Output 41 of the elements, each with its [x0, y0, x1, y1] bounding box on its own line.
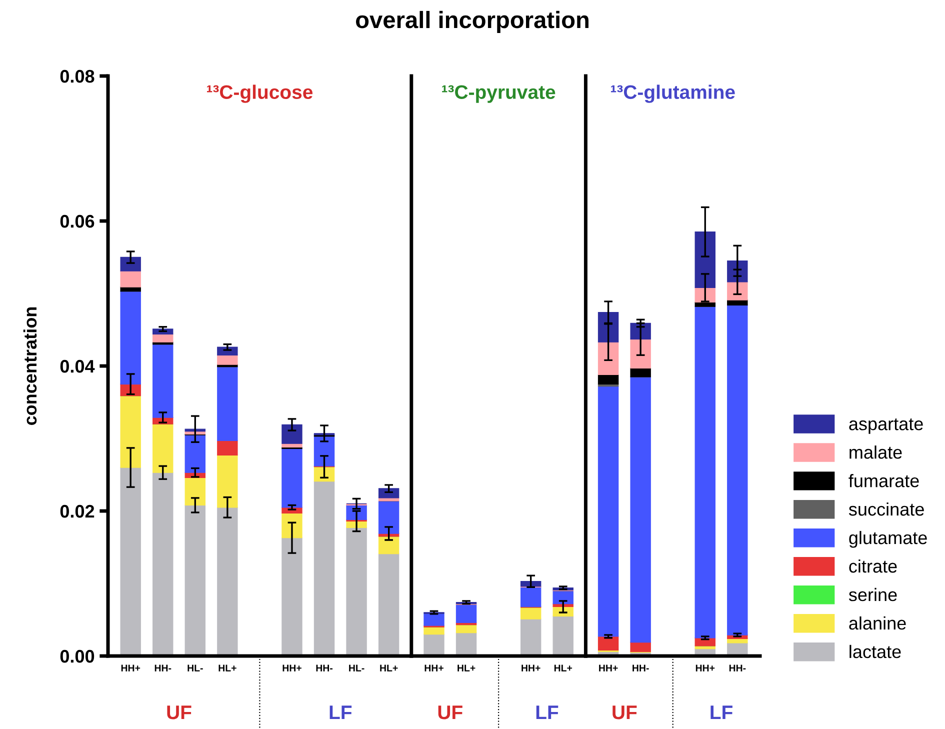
x-tick-label: HH+: [522, 664, 540, 672]
x-tick-label: HH-: [154, 664, 172, 672]
text: LF: [710, 706, 732, 720]
text: UF: [438, 706, 462, 720]
x-tick-label: HL-: [349, 664, 364, 672]
x-tick-label: HH-: [632, 664, 649, 672]
text: LF: [536, 706, 558, 720]
legend-label: serine: [848, 588, 897, 602]
x-tick-label: HL+: [380, 664, 398, 672]
x-tick-label: HH+: [599, 664, 618, 672]
y-axis-title: concentration: [23, 307, 37, 425]
x-tick-label: HH+: [696, 664, 715, 672]
text: UF: [167, 706, 192, 720]
legend-label: lactate: [850, 644, 901, 658]
legend-label: fumarate: [848, 474, 919, 488]
x-tick-label: HH+: [121, 664, 140, 672]
text: overall incorporation: [356, 10, 588, 33]
chart-subtitle: ¹³C-glutamine: [610, 84, 735, 103]
chart-subtitle: ¹³C-glucose: [207, 84, 313, 103]
x-tick-label: HH+: [282, 664, 302, 672]
x-tick-label: HH+: [424, 664, 444, 672]
text: UF: [612, 706, 637, 720]
x-tick-label: HL+: [554, 664, 572, 672]
legend-label: aspartate: [849, 418, 923, 434]
y-tick-label: 0.00: [60, 650, 94, 663]
x-tick-label: HH-: [729, 664, 746, 672]
x-tick-label: HH-: [316, 664, 333, 672]
legend-label: alanine: [849, 616, 906, 630]
x-tick-label: HL+: [458, 664, 476, 672]
legend-label: succinate: [848, 502, 924, 516]
x-tick-label: HL-: [188, 664, 203, 672]
y-tick-label: 0.06: [60, 214, 94, 228]
chart-subtitle: ¹³C-pyruvate: [442, 85, 556, 103]
text: LF: [330, 706, 352, 720]
legend-label: malate: [850, 446, 902, 459]
x-tick-label: HL+: [218, 664, 236, 672]
y-tick-label: 0.04: [60, 360, 95, 373]
y-tick-label: 0.02: [60, 504, 94, 518]
y-tick-label: 0.08: [60, 70, 94, 83]
legend-label: glutamate: [849, 530, 927, 548]
legend-label: citrate: [849, 559, 897, 573]
